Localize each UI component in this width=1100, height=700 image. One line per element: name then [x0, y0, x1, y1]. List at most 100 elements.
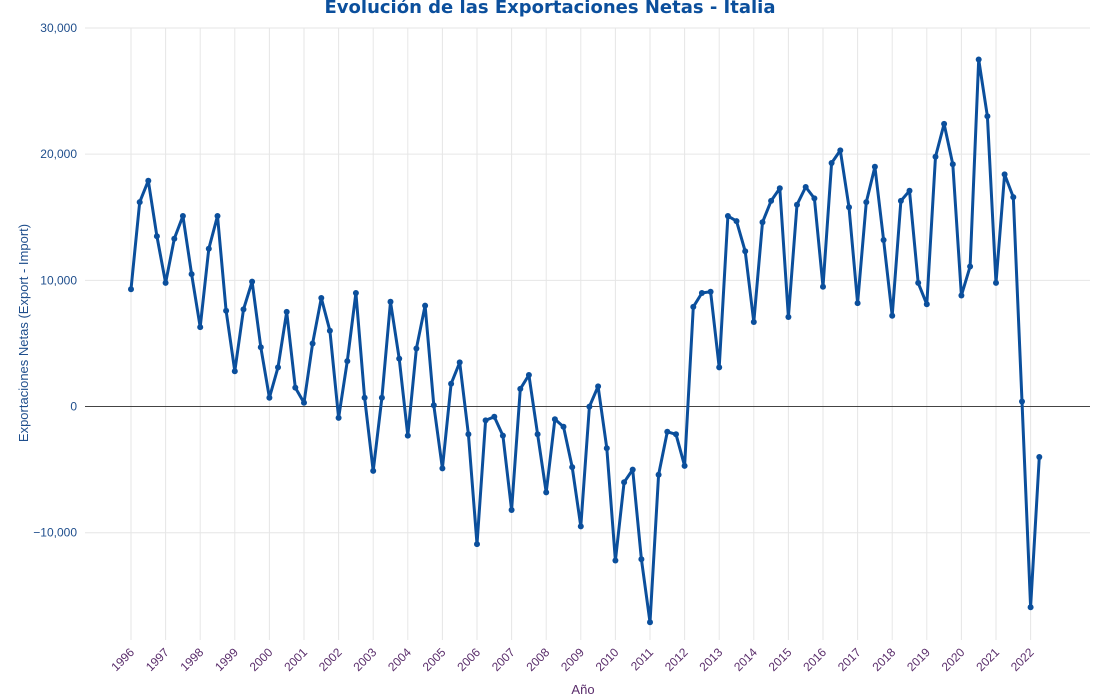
data-point: [396, 355, 403, 362]
data-point: [577, 523, 584, 530]
data-point: [145, 177, 152, 184]
data-point: [422, 302, 429, 309]
data-point: [283, 308, 290, 315]
data-point: [560, 423, 567, 430]
data-point: [361, 394, 368, 401]
x-tick-label: 2001: [281, 645, 310, 674]
data-point: [854, 300, 861, 307]
data-point: [923, 301, 930, 308]
data-point: [586, 403, 593, 410]
data-point: [768, 197, 775, 204]
x-tick-label: 2010: [593, 645, 622, 674]
x-axis-title: Año: [571, 682, 594, 697]
data-point: [698, 290, 705, 296]
chart-title: Evolución de las Exportaciones Netas - I…: [325, 0, 776, 18]
data-point: [249, 278, 256, 285]
data-point: [794, 201, 800, 208]
x-tick-label: 2014: [731, 645, 760, 674]
data-point: [378, 394, 385, 401]
data-point: [456, 359, 463, 366]
data-point: [491, 413, 498, 420]
data-point: [1010, 194, 1017, 201]
x-tick-label: 2020: [939, 645, 968, 674]
x-tick-label: 2005: [420, 645, 449, 674]
data-point: [275, 364, 281, 371]
data-point: [949, 161, 956, 168]
data-point: [474, 541, 480, 548]
data-point: [941, 120, 948, 127]
data-point: [897, 197, 904, 204]
data-point: [915, 279, 922, 286]
x-tick-label: 2018: [870, 645, 899, 674]
data-point: [430, 402, 437, 409]
data-point: [759, 219, 766, 226]
data-point: [673, 431, 679, 438]
series-line: [129, 58, 1041, 624]
data-point: [846, 204, 852, 211]
data-point: [629, 466, 636, 473]
data-point: [508, 507, 515, 513]
x-tick-label: 2006: [454, 645, 483, 674]
data-point: [240, 306, 247, 313]
data-point: [802, 184, 809, 190]
data-point: [309, 340, 316, 347]
data-point: [153, 233, 160, 240]
data-point: [993, 279, 999, 286]
x-axis-ticks: 1996 1997 1998 1999 2000 2001 2002 2003 2004 2005…: [108, 645, 1037, 674]
data-point: [162, 279, 169, 286]
data-point: [828, 160, 835, 166]
data-point: [352, 290, 359, 296]
data-point: [612, 557, 619, 564]
data-point: [266, 394, 273, 401]
grid: [85, 27, 1090, 640]
data-point: [1019, 398, 1025, 405]
data-point: [984, 113, 991, 120]
data-point: [871, 163, 878, 170]
x-tick-label: 1999: [212, 645, 241, 674]
data-point: [932, 153, 939, 160]
data-point: [534, 431, 541, 438]
data-point: [301, 399, 307, 406]
x-tick-label: 2003: [351, 645, 380, 674]
x-tick-label: 2017: [835, 645, 864, 674]
x-tick-label: 1996: [108, 645, 137, 674]
x-tick-label: 2004: [385, 645, 414, 674]
data-point: [906, 187, 913, 194]
x-tick-label: 2015: [766, 645, 795, 674]
data-point: [326, 327, 333, 334]
data-point: [707, 288, 714, 295]
x-tick-label: 2008: [524, 645, 553, 674]
data-point: [344, 358, 351, 365]
data-point: [448, 380, 455, 387]
x-tick-label: 2007: [489, 645, 518, 674]
x-tick-label: 1997: [143, 645, 172, 674]
data-point: [655, 471, 662, 478]
series-layer: [128, 56, 1043, 626]
data-point: [404, 432, 411, 439]
data-point: [811, 195, 818, 202]
data-point: [179, 213, 186, 219]
data-point: [975, 56, 982, 63]
data-point: [595, 383, 602, 390]
x-tick-label: 1998: [178, 645, 207, 674]
x-tick-label: 2000: [247, 645, 276, 674]
data-point: [638, 556, 645, 563]
data-point: [1027, 604, 1034, 611]
data-point: [413, 345, 420, 352]
data-point: [647, 619, 653, 626]
data-point: [292, 384, 299, 391]
data-point: [257, 344, 264, 351]
data-point: [517, 385, 524, 392]
data-point: [197, 324, 204, 331]
data-point: [214, 213, 221, 219]
data-point: [889, 312, 896, 319]
data-point: [551, 416, 558, 423]
data-point: [231, 368, 238, 375]
data-point: [664, 428, 671, 435]
data-point: [335, 414, 342, 421]
x-tick-label: 2016: [800, 645, 829, 674]
x-tick-label: 2013: [697, 645, 726, 674]
data-point: [171, 235, 178, 242]
x-tick-label: 2021: [973, 645, 1002, 674]
